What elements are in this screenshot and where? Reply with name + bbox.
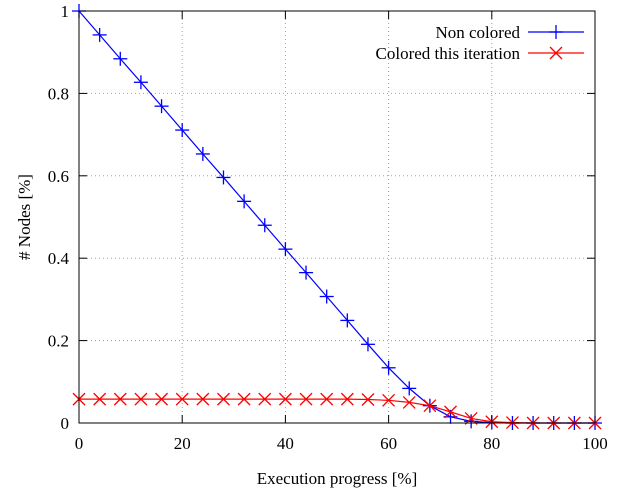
data-point-cross	[217, 392, 230, 406]
x-tick-label: 0	[75, 434, 84, 453]
y-tick-label: 0.8	[48, 84, 69, 103]
x-tick-label: 60	[380, 434, 397, 453]
data-point-cross	[299, 392, 313, 406]
y-tick-label: 0.2	[48, 332, 69, 351]
plot-frame	[78, 10, 596, 424]
series-line	[79, 398, 595, 424]
data-point-cross	[113, 392, 127, 406]
x-tick-label: 40	[277, 434, 294, 453]
data-point-cross	[361, 393, 375, 406]
x-tick-label: 80	[483, 434, 500, 453]
x-tick-label: 20	[174, 434, 191, 453]
data-point-cross	[196, 392, 210, 406]
data-point-cross	[444, 405, 457, 419]
legend-label-non-colored: Non colored	[435, 23, 520, 42]
x-tick-label: 100	[582, 434, 608, 453]
legend: Non colored Colored this iteration	[376, 23, 584, 63]
series-non-colored	[72, 4, 602, 430]
data-point-cross	[155, 392, 169, 406]
legend-label-colored-this-iteration: Colored this iteration	[376, 44, 521, 63]
data-point-cross	[320, 392, 334, 406]
y-tick-labels: 0 0.2 0.4 0.6 0.8 1	[48, 2, 70, 433]
data-point-cross	[382, 393, 396, 407]
data-point-cross	[423, 399, 437, 413]
series-layer	[72, 4, 602, 430]
tick-marks	[78, 10, 596, 424]
series-line	[78, 10, 595, 424]
data-point-cross	[134, 392, 148, 406]
y-axis-title: # Nodes [%]	[15, 174, 34, 260]
data-point-cross	[237, 392, 251, 406]
data-point-cross	[93, 392, 107, 406]
y-tick-label: 0	[61, 414, 70, 433]
data-point-cross	[340, 392, 354, 406]
data-point-cross	[402, 395, 416, 409]
grid-lines	[79, 11, 595, 423]
data-point-cross	[258, 392, 272, 406]
data-point-cross	[464, 412, 478, 425]
y-tick-label: 0.4	[48, 249, 70, 268]
legend-marker-cross	[549, 46, 563, 60]
data-point-cross	[175, 392, 189, 406]
x-axis-title: Execution progress [%]	[257, 469, 418, 488]
data-point-cross	[278, 392, 292, 406]
x-tick-labels: 0 20 40 60 80 100	[75, 434, 608, 453]
series-colored-this-iteration	[72, 392, 602, 430]
y-tick-label: 1	[61, 2, 70, 21]
y-tick-label: 0.6	[48, 167, 69, 186]
